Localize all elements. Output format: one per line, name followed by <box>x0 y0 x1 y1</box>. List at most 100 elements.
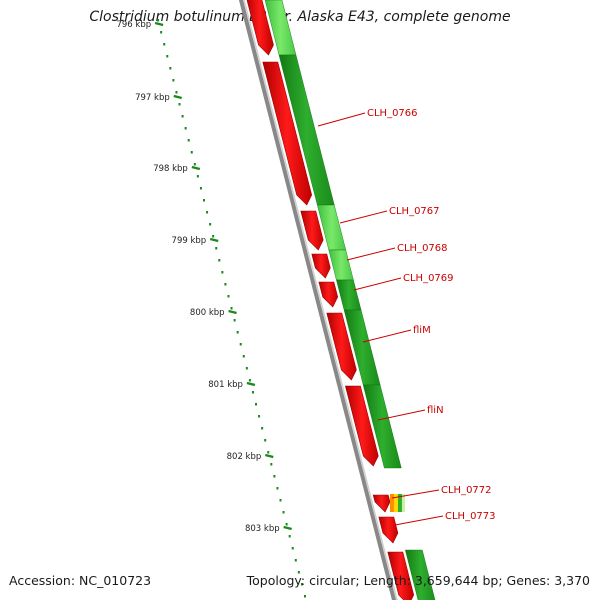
gc-bar <box>405 549 436 600</box>
gene-leader-line <box>391 489 440 499</box>
tick-label: 797 kbp <box>135 93 170 103</box>
tick-dot <box>233 319 236 322</box>
gene-labels: CLH_0766 CLH_0767 CLH_0768 CLH_0769 fliM fliN… <box>317 108 496 526</box>
gene-leader-line <box>377 409 426 421</box>
tick-dot <box>258 415 261 418</box>
tick-major <box>154 21 164 27</box>
tick-dot <box>199 187 202 190</box>
tick-major <box>173 94 183 100</box>
tick-dot <box>203 199 205 202</box>
gene-label: fliM <box>413 325 431 336</box>
tick-dot <box>160 31 163 34</box>
gene-leader-line <box>339 210 388 224</box>
tick-label: 802 kbp <box>227 452 262 462</box>
tick-dot <box>196 175 199 178</box>
cds-arrow <box>326 312 357 381</box>
tick-label: 800 kbp <box>190 308 225 318</box>
tick-dot <box>175 91 178 94</box>
gc-bar <box>336 279 362 311</box>
tick-major <box>283 525 292 531</box>
tick-dot <box>224 283 227 286</box>
gc-track <box>264 0 436 600</box>
backbone-shadow <box>243 0 398 600</box>
tick-dot <box>294 559 297 562</box>
cds-arrow <box>311 253 331 279</box>
tick-dot <box>248 379 251 382</box>
cds-arrow <box>345 385 379 467</box>
cds-arrow <box>246 0 274 56</box>
tick-dot <box>239 343 242 346</box>
gc-bar <box>362 384 402 469</box>
gc-block <box>393 494 398 512</box>
tick-dot <box>193 163 196 166</box>
gene-leader-line <box>317 112 366 127</box>
cds-arrow <box>387 551 415 600</box>
tick-dot <box>282 511 285 514</box>
gene-label: CLH_0773 <box>445 511 496 522</box>
tick-dot <box>236 331 239 334</box>
tick-track: 796 kbp 797 kbp 798 kbp 799 kbp 800 kbp 801 k… <box>116 19 306 598</box>
tick-dot <box>279 499 282 502</box>
tick-dot <box>261 427 264 430</box>
tick-dot <box>267 451 270 454</box>
tick-dot <box>206 211 209 214</box>
tick-dot <box>264 439 267 442</box>
cds-track <box>246 0 415 600</box>
genome-summary: Topology: circular; Length: 3,659,644 bp… <box>246 573 590 588</box>
tick-dot <box>270 463 273 466</box>
tick-dot <box>209 223 212 226</box>
cds-arrow <box>318 281 339 308</box>
gene-label: CLH_0769 <box>403 273 454 284</box>
tick-dot <box>190 151 193 154</box>
tick-label: 799 kbp <box>172 236 207 246</box>
tick-dot <box>221 271 224 274</box>
gene-label: fliN <box>427 405 444 416</box>
gc-block <box>401 494 405 512</box>
cds-arrow <box>300 210 324 251</box>
tick-dot <box>291 547 294 550</box>
gene-leader-line <box>353 277 402 291</box>
tick-dot <box>300 583 303 586</box>
tick-dot <box>169 67 172 70</box>
tick-major <box>264 453 274 459</box>
backbone-track <box>238 0 398 600</box>
tick-dot <box>163 43 166 46</box>
tick-label: 803 kbp <box>245 524 280 534</box>
tick-dot <box>251 391 254 394</box>
accession-label: Accession: NC_010723 <box>9 573 152 588</box>
tick-dot <box>215 247 218 250</box>
tick-label: 801 kbp <box>208 380 243 390</box>
tick-dot <box>184 127 187 130</box>
cds-arrow <box>262 61 313 206</box>
tick-dot <box>273 475 276 478</box>
gc-block <box>389 494 394 512</box>
tick-dot <box>285 523 288 526</box>
tick-dot <box>288 535 291 538</box>
gene-label: CLH_0768 <box>397 243 448 254</box>
cds-arrow <box>372 494 391 513</box>
tick-major <box>209 237 219 243</box>
gc-bar <box>328 249 354 281</box>
tick-major <box>246 381 256 387</box>
tick-dot <box>245 367 248 370</box>
tick-dot <box>242 355 245 358</box>
tick-major <box>191 165 201 171</box>
backbone-line <box>238 0 397 600</box>
tick-label: 798 kbp <box>153 164 188 174</box>
tick-dot <box>227 295 230 298</box>
cds-arrow <box>378 516 399 544</box>
gc-block <box>397 494 402 512</box>
genome-title: Clostridium botulinum E3 str. Alaska E43… <box>89 9 511 25</box>
tick-dot <box>230 307 233 310</box>
tick-dot <box>255 403 258 406</box>
tick-dot <box>276 487 279 490</box>
tick-dot <box>157 19 160 22</box>
tick-dot <box>303 595 306 598</box>
tick-dot <box>172 79 175 82</box>
gene-leader-line <box>394 515 444 526</box>
gene-label: CLH_0772 <box>441 485 492 496</box>
tick-dot <box>212 235 215 238</box>
tick-dot <box>187 139 190 142</box>
